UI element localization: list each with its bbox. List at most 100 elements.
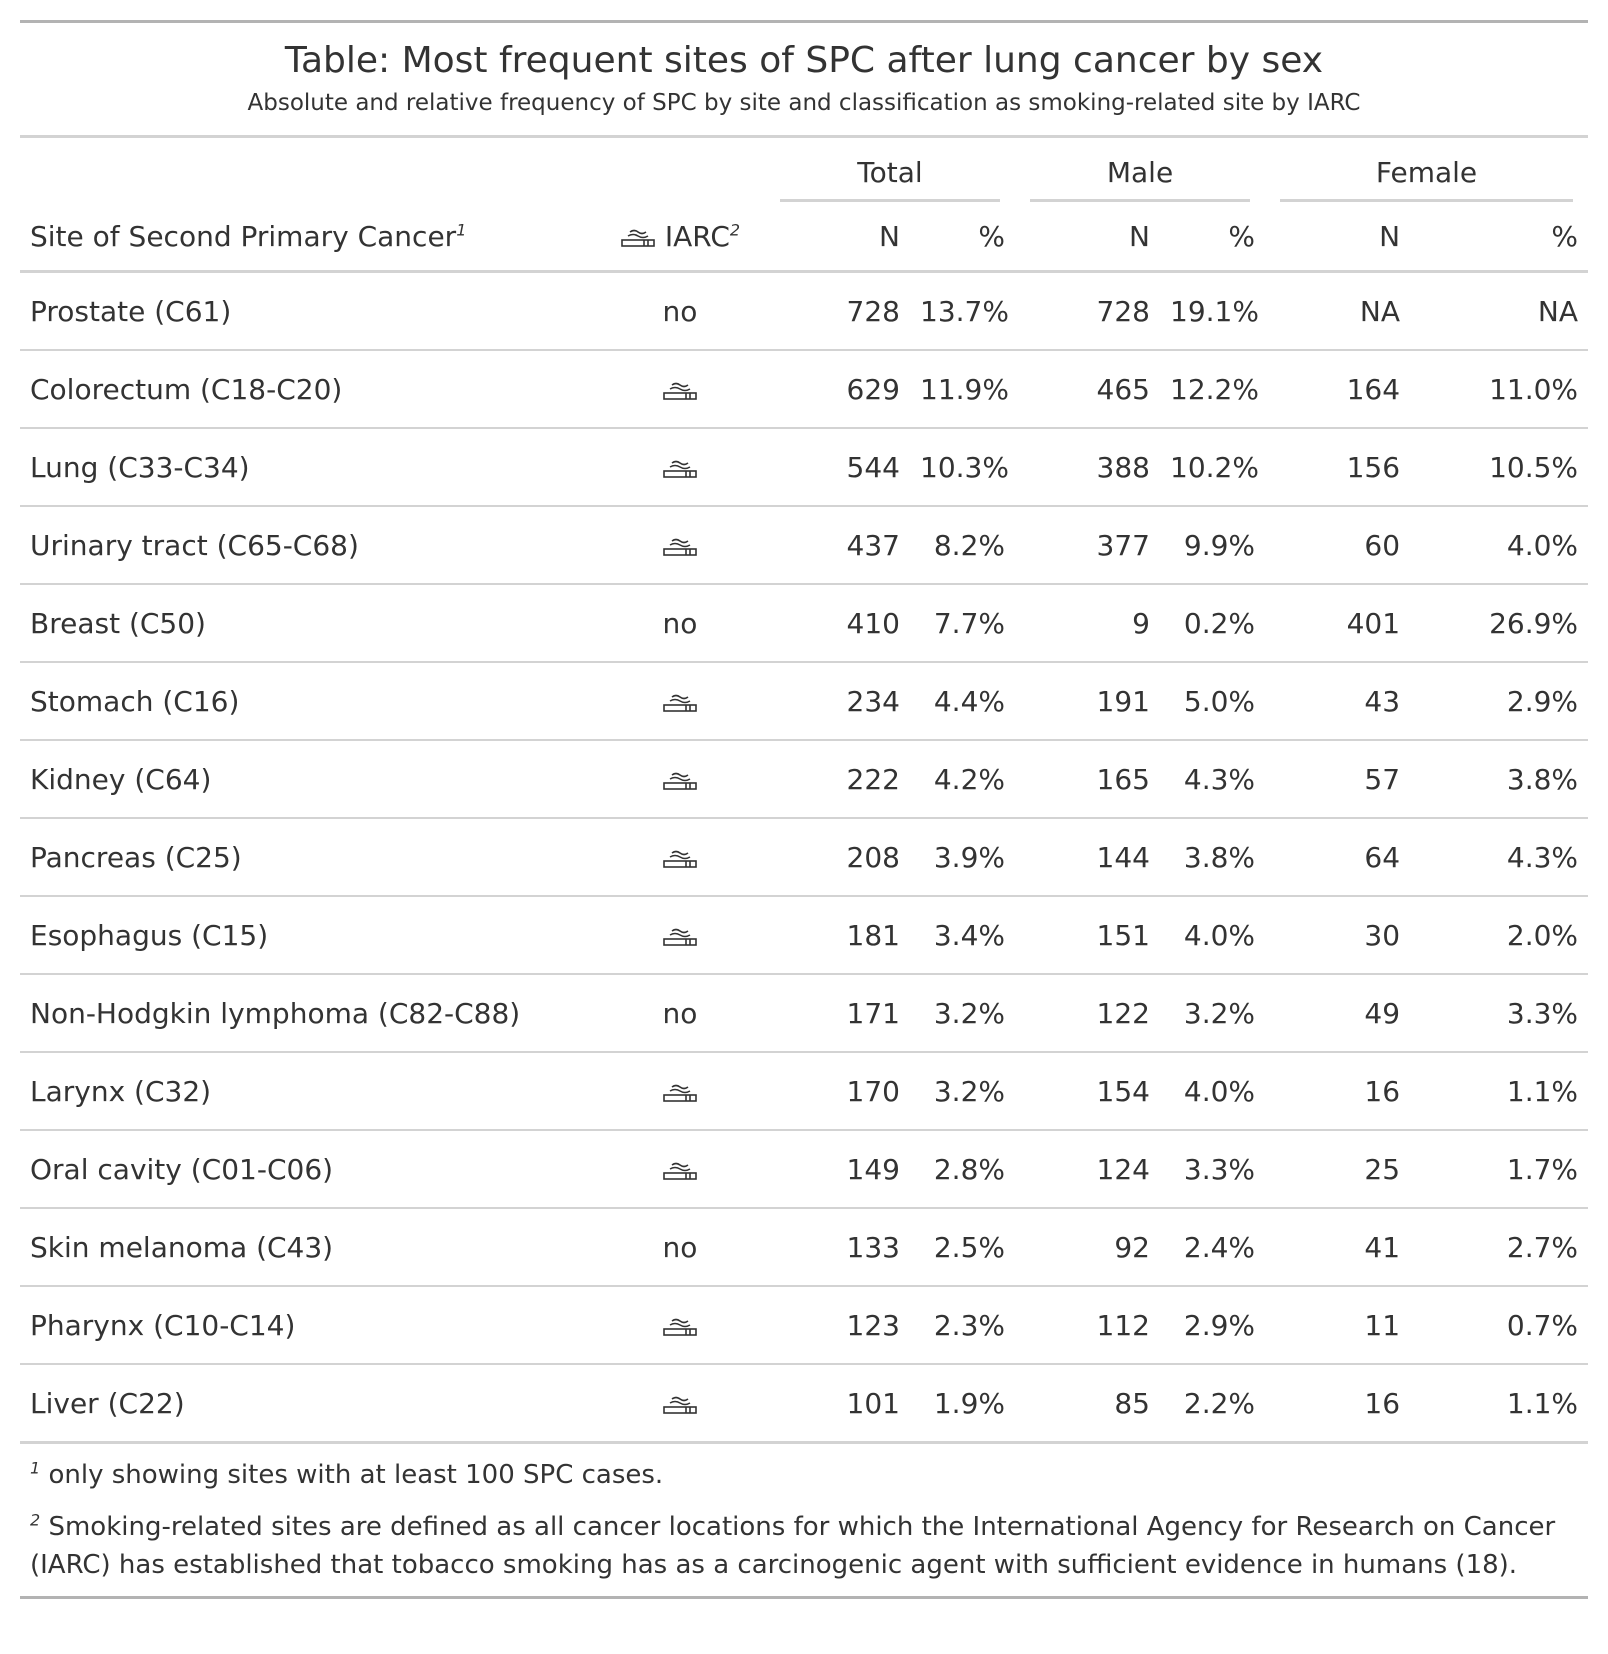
cell-site: Larynx (C32)	[20, 1052, 595, 1131]
cell-female-pct: 3.3%	[1410, 974, 1589, 1053]
col-header-iarc: IARC2	[595, 202, 765, 273]
cell-site: Pharynx (C10-C14)	[20, 1286, 595, 1365]
spanner-female: Female	[1280, 156, 1574, 202]
table-row: Prostate (C61) no 728 13.7% 728 19.1% NA NA	[20, 271, 1589, 351]
cell-female-pct: 1.1%	[1410, 1052, 1589, 1131]
cell-total-pct: 11.9%	[910, 350, 1015, 429]
smoking-icon	[620, 228, 656, 248]
cell-male-n: 122	[1015, 974, 1160, 1053]
cell-female-pct: NA	[1410, 271, 1589, 351]
cell-female-n: 25	[1265, 1130, 1411, 1209]
footnote-mark-2: 2	[729, 220, 741, 240]
cell-male-n: 728	[1015, 271, 1160, 351]
cell-male-pct: 5.0%	[1160, 662, 1266, 741]
cell-female-pct: 2.9%	[1410, 662, 1589, 741]
cell-total-pct: 8.2%	[910, 506, 1015, 585]
table-row: Breast (C50) no 410 7.7% 9 0.2% 401 26.9%	[20, 584, 1589, 663]
cell-female-pct: 26.9%	[1410, 584, 1589, 663]
cell-total-n: 149	[765, 1130, 910, 1209]
cell-iarc	[595, 1130, 765, 1209]
cell-total-n: 437	[765, 506, 910, 585]
cell-iarc	[595, 1364, 765, 1444]
table-row: Non-Hodgkin lymphoma (C82-C88) no 171 3.2% 1…	[20, 974, 1589, 1053]
cell-male-pct: 0.2%	[1160, 584, 1266, 663]
cell-site: Kidney (C64)	[20, 740, 595, 819]
subtitle-rule	[20, 135, 1588, 138]
table-container: Table: Most frequent sites of SPC after …	[20, 20, 1589, 1599]
table-row: Stomach (C16) 234 4.4% 191 5.0% 43 2.9%	[20, 662, 1589, 741]
cell-total-n: 123	[765, 1286, 910, 1365]
cell-total-pct: 3.4%	[910, 896, 1015, 975]
cell-female-n: 16	[1265, 1364, 1411, 1444]
spanner-row: Total Male Female	[20, 138, 1588, 202]
table-row: Oral cavity (C01-C06) 149 2.8% 124 3.3% 25 1.7…	[20, 1130, 1589, 1209]
cell-male-n: 388	[1015, 428, 1160, 507]
smoking-icon	[662, 537, 698, 557]
cell-male-n: 154	[1015, 1052, 1160, 1131]
cell-site: Skin melanoma (C43)	[20, 1208, 595, 1287]
cell-total-pct: 3.2%	[910, 974, 1015, 1053]
cell-iarc	[595, 818, 765, 897]
cell-iarc: no	[595, 974, 765, 1053]
cell-male-n: 377	[1015, 506, 1160, 585]
cell-total-n: 170	[765, 1052, 910, 1131]
cell-male-n: 124	[1015, 1130, 1160, 1209]
spanner-male: Male	[1030, 156, 1251, 202]
cell-female-n: 49	[1265, 974, 1411, 1053]
cell-site: Liver (C22)	[20, 1364, 595, 1444]
cell-iarc	[595, 1286, 765, 1365]
cell-site: Pancreas (C25)	[20, 818, 595, 897]
cell-male-pct: 3.8%	[1160, 818, 1266, 897]
cell-iarc: no	[595, 1208, 765, 1287]
cell-male-n: 9	[1015, 584, 1160, 663]
cell-total-pct: 7.7%	[910, 584, 1015, 663]
cell-total-pct: 2.5%	[910, 1208, 1015, 1287]
cell-total-pct: 1.9%	[910, 1364, 1015, 1444]
cell-iarc	[595, 662, 765, 741]
footnote-text: Smoking-related sites are defined as all…	[30, 1512, 1556, 1580]
cell-iarc	[595, 1052, 765, 1131]
col-header-female-pct: %	[1410, 202, 1589, 273]
smoking-icon	[662, 1317, 698, 1337]
cell-male-pct: 2.9%	[1160, 1286, 1266, 1365]
cell-female-pct: 0.7%	[1410, 1286, 1589, 1365]
col-header-total-n: N	[765, 202, 910, 273]
cell-female-pct: 2.0%	[1410, 896, 1589, 975]
cell-male-n: 151	[1015, 896, 1160, 975]
cell-total-n: 171	[765, 974, 910, 1053]
cell-female-n: 156	[1265, 428, 1411, 507]
cell-total-pct: 3.9%	[910, 818, 1015, 897]
cell-iarc	[595, 740, 765, 819]
smoking-icon	[662, 1161, 698, 1181]
footnote: 1 only showing sites with at least 100 S…	[30, 1456, 1578, 1494]
cell-female-pct: 11.0%	[1410, 350, 1589, 429]
cell-total-n: 544	[765, 428, 910, 507]
cell-female-n: 401	[1265, 584, 1411, 663]
cell-female-n: 60	[1265, 506, 1411, 585]
cell-total-pct: 3.2%	[910, 1052, 1015, 1131]
cell-site: Lung (C33-C34)	[20, 428, 595, 507]
cell-male-pct: 12.2%	[1160, 350, 1266, 429]
cell-male-n: 191	[1015, 662, 1160, 741]
smoking-icon	[662, 849, 698, 869]
table-row: Urinary tract (C65-C68) 437 8.2% 377 9.9% 60 4…	[20, 506, 1589, 585]
cell-male-pct: 4.0%	[1160, 896, 1266, 975]
cell-total-pct: 13.7%	[910, 271, 1015, 351]
cell-total-pct: 4.2%	[910, 740, 1015, 819]
cell-male-pct: 4.3%	[1160, 740, 1266, 819]
table-row: Esophagus (C15) 181 3.4% 151 4.0% 30 2.0%	[20, 896, 1589, 975]
cell-iarc: no	[595, 271, 765, 351]
cell-male-n: 144	[1015, 818, 1160, 897]
cell-female-n: 64	[1265, 818, 1411, 897]
cell-female-pct: 4.0%	[1410, 506, 1589, 585]
cell-female-n: 11	[1265, 1286, 1411, 1365]
table-row: Liver (C22) 101 1.9% 85 2.2% 16 1.1%	[20, 1364, 1589, 1444]
cell-iarc	[595, 428, 765, 507]
cell-male-n: 165	[1015, 740, 1160, 819]
cell-female-pct: 3.8%	[1410, 740, 1589, 819]
cell-site: Prostate (C61)	[20, 271, 595, 351]
cell-total-pct: 10.3%	[910, 428, 1015, 507]
cell-female-n: 57	[1265, 740, 1411, 819]
table-subtitle: Absolute and relative frequency of SPC b…	[247, 90, 1361, 116]
bottom-rule	[20, 1596, 1588, 1599]
